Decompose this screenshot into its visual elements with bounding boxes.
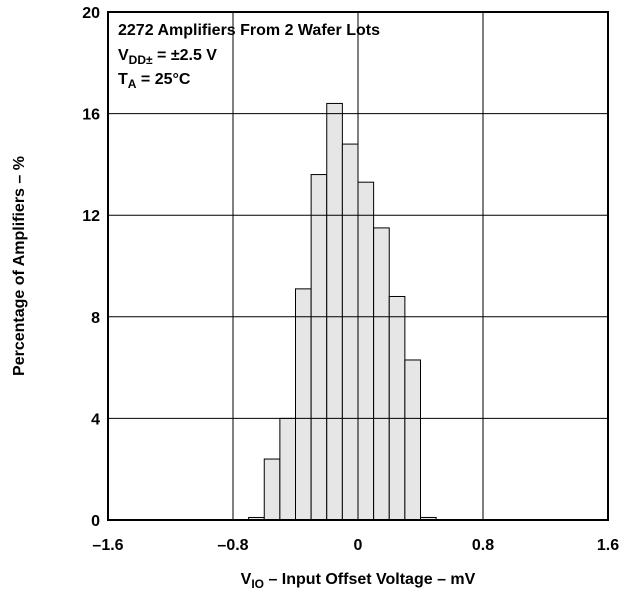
annotation-line-2-sub: DD±	[129, 53, 153, 67]
histogram-bar-2	[279, 417, 296, 521]
y-tick-label: 8	[91, 310, 100, 327]
x-tick-label: –1.6	[92, 537, 123, 554]
histogram-bar-4	[310, 174, 328, 521]
annotation-box: 2272 Amplifiers From 2 Wafer Lots VDD± =…	[118, 22, 380, 91]
x-tick-label: –0.8	[217, 537, 248, 554]
y-tick-label: 0	[91, 513, 100, 530]
x-axis-label: VIO – Input Offset Voltage – mV	[241, 571, 476, 590]
plot-frame	[107, 11, 609, 521]
x-axis-label-main: V	[241, 571, 252, 588]
x-tick-label: 1.6	[597, 537, 619, 554]
histogram-bar-9	[388, 295, 406, 521]
histogram-bar-1	[263, 458, 281, 521]
histogram-bar-3	[295, 288, 312, 521]
annotation-line-3-sub: A	[128, 77, 137, 91]
x-tick-labels: –1.6 –0.8 0 0.8 1.6	[92, 537, 619, 554]
annotation-line-3-main: T	[118, 71, 128, 88]
x-tick-label: 0.8	[472, 537, 494, 554]
x-axis-label-rest: – Input Offset Voltage – mV	[264, 571, 476, 588]
histogram-bar-7	[357, 181, 375, 521]
y-tick-label: 16	[82, 107, 100, 124]
y-tick-label: 20	[82, 5, 100, 22]
grid-lines	[108, 12, 608, 520]
y-tick-label: 4	[91, 411, 100, 428]
histogram-bar-6	[341, 143, 359, 521]
y-tick-label: 12	[82, 208, 100, 225]
histogram-bar-5	[326, 102, 343, 521]
annotation-line-2: VDD± = ±2.5 V	[118, 47, 217, 67]
annotation-line-2-rest: = ±2.5 V	[153, 47, 218, 64]
annotation-line-3: TA = 25°C	[118, 71, 191, 91]
histogram-bar-8	[373, 227, 390, 521]
annotation-line-1: 2272 Amplifiers From 2 Wafer Lots	[118, 22, 380, 39]
annotation-line-3-rest: = 25°C	[136, 71, 190, 88]
histogram-bar-10	[404, 359, 421, 521]
y-axis-label: Percentage of Amplifiers – %	[11, 156, 28, 376]
x-tick-label: 0	[354, 537, 363, 554]
annotation-line-2-main: V	[118, 47, 129, 64]
y-tick-labels: 0 4 8 12 16 20	[82, 5, 100, 530]
x-axis-label-sub: IO	[251, 577, 264, 590]
histogram-bars	[248, 102, 437, 521]
